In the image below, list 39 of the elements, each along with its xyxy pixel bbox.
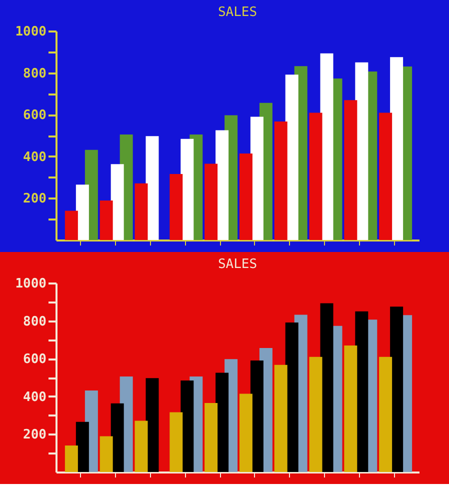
bar: [274, 364, 288, 472]
bar: [146, 378, 159, 472]
bar: [344, 346, 358, 472]
chart-title: SALES: [218, 257, 258, 272]
bar: [170, 412, 183, 472]
bar: [76, 422, 89, 472]
bar: [170, 174, 183, 240]
bar: [204, 403, 218, 472]
bar: [110, 164, 124, 240]
bar: [309, 112, 322, 240]
y-tick-label: 600: [23, 352, 47, 368]
chart-title: SALES: [218, 5, 258, 20]
bar: [344, 100, 358, 240]
bar: [274, 121, 288, 240]
y-tick-label: 800: [23, 66, 47, 82]
bar: [76, 184, 89, 240]
bar: [64, 210, 78, 240]
y-tick-label: 1000: [15, 276, 47, 292]
bar: [239, 394, 252, 472]
y-tick-label: 400: [23, 150, 47, 165]
bar: [146, 136, 159, 240]
bar: [134, 420, 148, 472]
bar: [379, 356, 392, 472]
bar: [180, 380, 194, 472]
bar: [110, 403, 124, 472]
y-tick-label: 1000: [15, 24, 47, 40]
bar: [379, 112, 392, 240]
y-tick-label: 200: [23, 428, 47, 443]
bar: [309, 356, 322, 472]
bar: [204, 164, 218, 240]
bar: [239, 153, 252, 240]
bar: [134, 183, 148, 240]
y-tick-label: 200: [23, 192, 47, 207]
bar: [64, 446, 78, 472]
bar: [100, 436, 113, 472]
y-tick-label: 400: [23, 390, 47, 405]
y-tick-label: 800: [23, 314, 47, 330]
bar: [100, 200, 113, 240]
y-tick-label: 600: [23, 108, 47, 124]
